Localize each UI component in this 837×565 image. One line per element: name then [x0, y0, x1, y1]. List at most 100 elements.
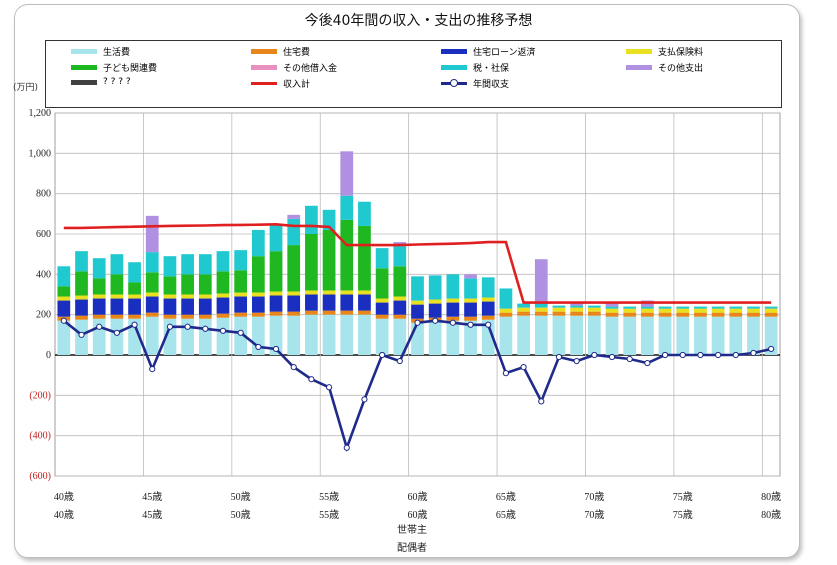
- bar-living: [552, 315, 566, 355]
- balance-point: [272, 345, 280, 353]
- bar-housing: [234, 312, 248, 317]
- bar-tax: [145, 252, 159, 273]
- balance-point: [485, 321, 492, 328]
- bar-housing: [110, 314, 124, 319]
- legend-swatch-insurance: [626, 49, 652, 54]
- bar-housing: [764, 312, 778, 317]
- legend-swatch-loan: [441, 49, 467, 54]
- legend-swatch-tax: [441, 65, 467, 70]
- bar-insurance: [411, 300, 424, 305]
- balance-point: [538, 398, 545, 405]
- bar-insurance: [552, 307, 566, 312]
- bar-living: [641, 316, 654, 355]
- bar-loan: [269, 295, 283, 312]
- bar-insurance: [375, 298, 389, 303]
- balance-point: [750, 349, 757, 357]
- bar-living: [658, 316, 672, 355]
- bar-tax: [393, 246, 407, 267]
- balance-point: [449, 319, 456, 326]
- bar-living: [216, 317, 230, 355]
- bar-insurance: [393, 296, 407, 301]
- chart-title: 今後40年間の収入・支出の推移予想: [304, 13, 533, 29]
- bar-children: [198, 274, 212, 295]
- bar-living: [128, 318, 141, 355]
- bar-tax: [481, 277, 495, 298]
- bar-children: [145, 272, 159, 293]
- bar-tax: [216, 251, 230, 272]
- bar-living: [464, 320, 477, 355]
- legend-item-insurance: 支払保険料: [626, 45, 703, 58]
- bar-children: [216, 271, 230, 294]
- balance-point: [608, 353, 616, 361]
- y-tick-label: 0: [46, 350, 51, 361]
- bar-insurance: [764, 308, 778, 313]
- bar-insurance: [641, 308, 654, 313]
- bar-insurance: [658, 308, 672, 313]
- bar-tax: [428, 275, 442, 300]
- bar-living: [393, 318, 407, 355]
- bar-living: [358, 314, 371, 355]
- bar-children: [181, 274, 194, 295]
- bar-housing: [375, 314, 389, 319]
- bar-insurance: [57, 296, 71, 301]
- y-tick-label: (400): [29, 431, 51, 442]
- bar-insurance: [234, 292, 248, 297]
- bar-housing: [446, 316, 460, 321]
- bar-living: [587, 315, 601, 355]
- x-tick-label-householder: 70歳: [584, 491, 604, 503]
- bar-living: [198, 318, 212, 355]
- bar-children: [251, 256, 265, 293]
- bar-insurance: [534, 307, 548, 312]
- bar-loan: [464, 302, 477, 317]
- legend-item-balance: 年間収支: [441, 77, 509, 90]
- income-line: [63, 222, 772, 304]
- legend-item-savings: ? ? ? ?: [71, 77, 131, 87]
- legend-swatch-balance: [441, 79, 467, 87]
- bar-living: [499, 316, 513, 355]
- x-axis-title-spouse: 配偶者: [397, 541, 427, 554]
- balance-point: [432, 317, 439, 324]
- bar-housing: [552, 311, 566, 316]
- balance-point: [131, 321, 138, 328]
- bar-housing: [658, 312, 672, 317]
- balance-point: [520, 364, 527, 371]
- legend-label: 税・社保: [473, 64, 510, 74]
- legend-label: その他支出: [658, 64, 704, 74]
- balance-point: [644, 359, 651, 367]
- bar-loan: [287, 295, 301, 312]
- bar-housing: [499, 312, 513, 317]
- bar-loan: [128, 298, 141, 315]
- bar-living: [269, 315, 283, 355]
- bar-tax: [358, 201, 371, 226]
- bar-other: [145, 215, 159, 253]
- bar-loan: [110, 298, 124, 315]
- bar-housing: [92, 314, 106, 319]
- balance-point: [325, 384, 333, 391]
- bar-living: [322, 314, 336, 355]
- balance-point: [219, 327, 227, 334]
- bar-tax: [587, 305, 601, 308]
- bar-housing: [251, 312, 265, 317]
- bar-tax: [251, 229, 265, 257]
- legend-label: 住宅費: [283, 48, 311, 58]
- balance-point: [343, 444, 350, 451]
- legend-swatch-housing: [251, 49, 277, 54]
- legend: 生活費 住宅費 住宅ローン返済 支払保険料 子ども関連費 その他借入金 税・社保 その他支出?…: [45, 40, 782, 108]
- bar-tax: [446, 274, 460, 299]
- bar-tax: [340, 195, 354, 220]
- bar-tax: [287, 218, 301, 246]
- x-tick-label-householder: 55歳: [319, 491, 339, 503]
- balance-point: [679, 351, 686, 359]
- bar-tax: [570, 305, 584, 308]
- bar-children: [287, 245, 301, 292]
- bar-insurance: [694, 308, 707, 313]
- legend-swatch-children: [71, 65, 97, 70]
- bar-housing: [676, 312, 690, 317]
- bar-housing: [216, 313, 230, 318]
- bar-loan: [75, 299, 88, 316]
- bar-children: [358, 225, 371, 291]
- bar-insurance: [358, 290, 371, 295]
- bar-insurance: [499, 308, 513, 313]
- legend-label: 生活費: [103, 48, 131, 58]
- y-tick-label: 400: [36, 269, 51, 280]
